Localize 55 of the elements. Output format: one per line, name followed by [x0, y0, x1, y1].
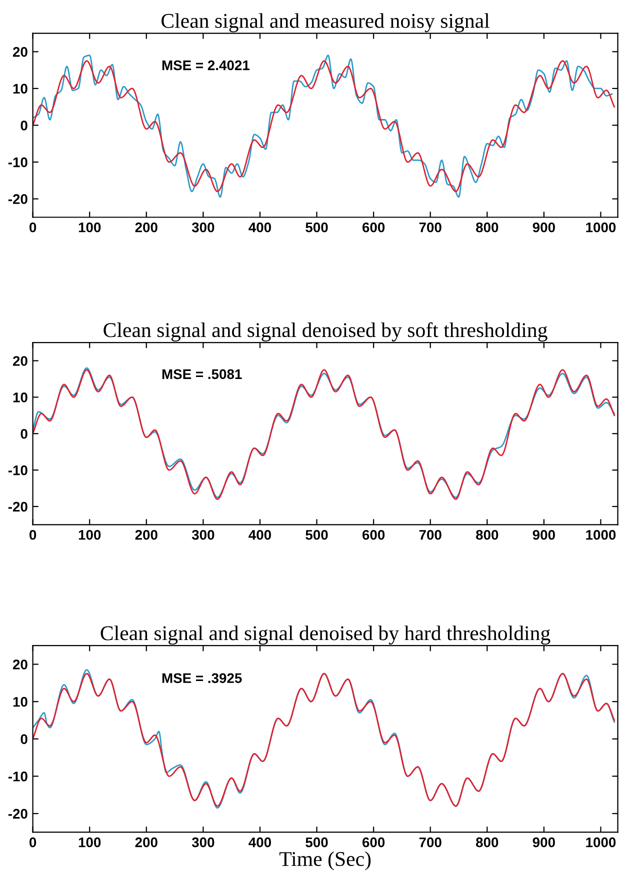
x-tick-label: 700	[419, 530, 442, 540]
x-tick-label: 100	[78, 222, 101, 232]
y-tick-label: 20	[12, 660, 28, 670]
chart-title: Clean signal and signal denoised by hard thresholding	[100, 626, 550, 645]
y-tick-label: 0	[20, 428, 28, 439]
x-tick-label: 800	[476, 222, 498, 232]
x-tick-label: 0	[29, 530, 36, 540]
x-tick-label: 1000	[586, 530, 616, 540]
x-tick-label: 700	[419, 837, 442, 848]
y-tick-label: 10	[13, 392, 28, 402]
y-tick-label: -20	[8, 808, 28, 819]
x-tick-label: 500	[306, 837, 328, 848]
y-tick-label: 0	[20, 120, 28, 130]
y-tick-label: -20	[8, 502, 28, 512]
x-tick-label: 600	[362, 530, 385, 540]
y-tick-label: 0	[20, 734, 28, 744]
x-tick-label: 400	[248, 530, 271, 540]
y-tick-label: 10	[13, 84, 28, 94]
x-tick-label: 100	[78, 530, 101, 540]
x-tick-label: 0	[29, 837, 36, 848]
annotation: MSE = 2.4021	[162, 60, 250, 70]
annotation: MSE = .3925	[162, 673, 242, 684]
x-axis-title: Time (Sec)	[279, 851, 371, 870]
x-tick-label: 900	[532, 530, 555, 540]
x-tick-label: 400	[248, 222, 271, 232]
y-tick-label: 20	[12, 356, 28, 366]
y-tick-label: 10	[13, 696, 28, 707]
y-tick-label: -10	[8, 157, 28, 168]
x-tick-label: 500	[306, 222, 328, 232]
x-tick-label: 700	[419, 222, 442, 232]
y-tick-label: -20	[8, 194, 28, 204]
y-tick-label: 20	[12, 47, 28, 57]
x-tick-label: 900	[532, 837, 555, 848]
chart-title: Clean signal and signal denoised by soft thresholding	[104, 322, 548, 342]
x-tick-label: 900	[532, 222, 555, 232]
x-tick-label: 200	[135, 222, 158, 232]
chart-title: Clean signal and measured noisy signal	[162, 13, 490, 32]
x-tick-label: 1000	[586, 837, 616, 848]
x-tick-label: 500	[306, 530, 328, 540]
x-tick-label: 300	[192, 837, 214, 848]
x-tick-label: 100	[78, 837, 101, 848]
x-tick-label: 300	[192, 222, 214, 232]
x-tick-label: 400	[248, 837, 271, 848]
x-tick-label: 0	[29, 222, 36, 232]
y-tick-label: -10	[8, 772, 28, 782]
x-tick-label: 200	[135, 530, 158, 540]
y-tick-label: -10	[8, 465, 28, 476]
x-tick-label: 300	[192, 530, 214, 540]
x-tick-label: 200	[135, 837, 158, 848]
x-tick-label: 800	[476, 530, 498, 540]
x-tick-label: 1000	[586, 222, 616, 232]
x-tick-label: 600	[362, 222, 385, 232]
x-tick-label: 800	[476, 837, 498, 848]
annotation: MSE = .5081	[162, 369, 242, 380]
x-tick-label: 600	[362, 837, 385, 848]
